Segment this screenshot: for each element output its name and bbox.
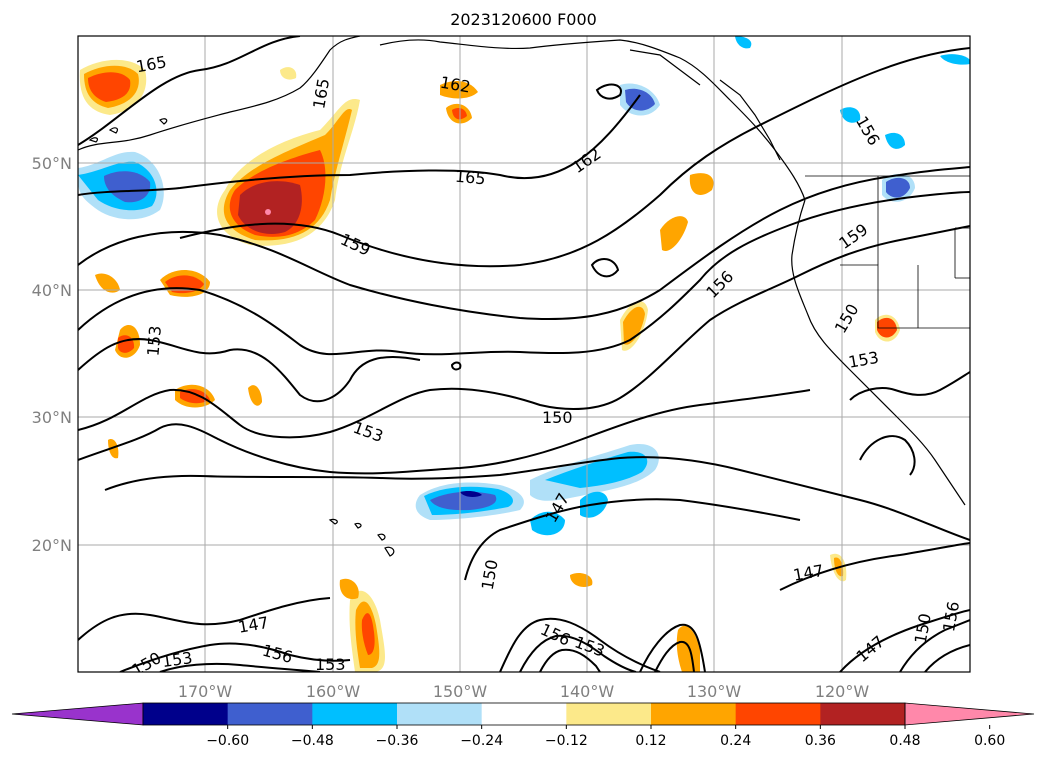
- colorbar-tick-label: −0.36: [376, 733, 419, 749]
- lat-label: 20°N: [32, 536, 72, 555]
- lat-label: 30°N: [32, 408, 72, 427]
- lat-label: 40°N: [32, 281, 72, 300]
- lon-label: 130°W: [687, 682, 742, 701]
- map-frame: [77, 35, 971, 673]
- colorbar-tick-label: −0.60: [206, 733, 249, 749]
- coastlines: [78, 36, 966, 557]
- longitude-labels: 170°W 160°W 150°W 140°W 130°W 120°W: [178, 682, 870, 701]
- map-title: 2023120600 F000: [450, 10, 597, 29]
- height-contours: [78, 36, 970, 672]
- positive-anomaly-fill-west-pacific: [217, 99, 360, 246]
- colorbar-tick-label: 0.24: [720, 733, 751, 749]
- colorbar-segment: [820, 703, 906, 725]
- colorbar-frame: [142, 702, 906, 726]
- colorbar-segment: [735, 703, 821, 725]
- colorbar-extend-low: [11, 702, 144, 726]
- contour-label: 150: [542, 408, 573, 427]
- contour-label: 153: [161, 648, 194, 671]
- colorbar-tick-label: 0.60: [974, 733, 1005, 749]
- anomaly-fills: [78, 36, 970, 672]
- lon-label: 120°W: [815, 682, 870, 701]
- colorbar-extend-high: [904, 702, 1035, 726]
- lon-label: 140°W: [560, 682, 615, 701]
- colorbar-segment: [566, 703, 652, 725]
- colorbar-segment: [143, 703, 229, 725]
- colorbar-segment: [651, 703, 737, 725]
- latitude-labels: 50°N 40°N 30°N 20°N: [32, 154, 72, 555]
- lat-label: 50°N: [32, 154, 72, 173]
- negative-anomaly-fill-central-pacific: [415, 444, 659, 536]
- colorbar-segment: [227, 703, 313, 725]
- colorbar-segment: [312, 703, 398, 725]
- contour-label: 165: [454, 167, 486, 189]
- map-panel: 165 165 162 165 162 159 156 156 159 150 …: [78, 36, 970, 674]
- colorbar: −0.60 −0.48 −0.36 −0.24 −0.12 0.12 0.24 0.36 0.4…: [11, 702, 1035, 749]
- colorbar-tick-label: 0.12: [635, 733, 666, 749]
- contour-label: 153: [315, 655, 346, 674]
- colorbar-tick-label: −0.24: [460, 733, 503, 749]
- lon-label: 170°W: [178, 682, 233, 701]
- colorbar-segment: [481, 703, 567, 725]
- positive-anomaly-fill-northwest: [79, 59, 147, 115]
- negative-anomaly-fill-northwest: [78, 151, 164, 220]
- colorbar-segment: [397, 703, 483, 725]
- colorbar-tick-label: −0.48: [291, 733, 334, 749]
- colorbar-tick-label: 0.48: [889, 733, 920, 749]
- contour-label: 153: [143, 325, 165, 357]
- lon-label: 150°W: [433, 682, 488, 701]
- colorbar-tick-label: −0.12: [545, 733, 588, 749]
- lon-label: 160°W: [306, 682, 361, 701]
- colorbar-tick-label: 0.36: [805, 733, 836, 749]
